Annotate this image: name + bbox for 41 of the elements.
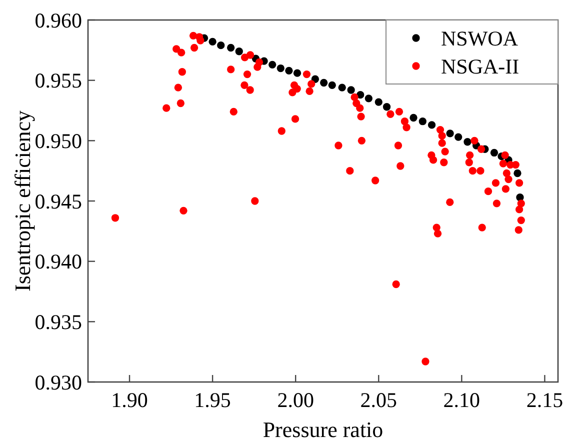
point bbox=[418, 118, 426, 126]
point bbox=[338, 84, 346, 92]
point bbox=[374, 98, 382, 106]
y-tick-label: 0.945 bbox=[34, 189, 82, 214]
point bbox=[446, 130, 454, 138]
point bbox=[410, 114, 418, 122]
x-tick-label: 1.95 bbox=[194, 388, 231, 412]
y-tick-label: 0.950 bbox=[34, 129, 82, 154]
point bbox=[285, 66, 293, 74]
point bbox=[356, 90, 364, 99]
point bbox=[514, 169, 522, 178]
point bbox=[268, 60, 276, 68]
y-tick-label: 0.930 bbox=[34, 370, 82, 394]
point bbox=[428, 121, 436, 129]
x-tick-label: 2.15 bbox=[526, 388, 564, 412]
point bbox=[293, 69, 302, 77]
legend-label: NSWOA bbox=[441, 26, 519, 50]
point bbox=[490, 148, 498, 157]
point bbox=[328, 81, 336, 89]
x-tick-label: 2.05 bbox=[360, 388, 398, 412]
y-tick-label: 0.940 bbox=[34, 250, 82, 274]
point bbox=[454, 133, 462, 141]
legend-label: NSGA-II bbox=[441, 54, 520, 78]
point bbox=[227, 44, 235, 52]
y-axis-title: Isentropic efficiency bbox=[10, 110, 35, 292]
point bbox=[276, 64, 284, 72]
x-tick-label: 1.90 bbox=[111, 388, 148, 412]
y-tick-label: 0.955 bbox=[34, 68, 82, 93]
point bbox=[347, 86, 355, 94]
x-tick-label: 2.10 bbox=[443, 388, 480, 412]
x-axis-title: Pressure ratio bbox=[262, 417, 384, 442]
point bbox=[320, 78, 328, 87]
point bbox=[235, 48, 243, 56]
x-tick-label: 2.00 bbox=[277, 388, 314, 412]
point bbox=[217, 42, 225, 50]
point bbox=[364, 94, 372, 102]
y-tick-label: 0.935 bbox=[34, 310, 82, 334]
y-tick-label: 0.960 bbox=[34, 8, 82, 32]
point bbox=[208, 38, 216, 46]
point bbox=[382, 103, 391, 111]
point bbox=[464, 138, 472, 146]
